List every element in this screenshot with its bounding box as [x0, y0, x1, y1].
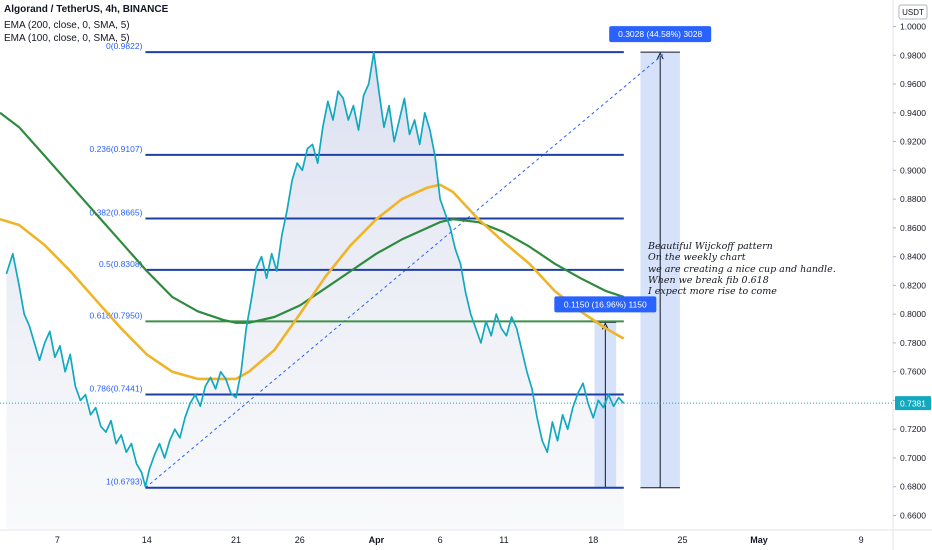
fib-level-label: 0.786(0.7441) — [89, 384, 142, 394]
fib-level-label: 0.618(0.7950) — [89, 310, 142, 320]
y-tick-label: 0.7200 — [900, 424, 926, 434]
y-tick-label: 0.8400 — [900, 252, 926, 262]
y-tick-label: 0.9400 — [900, 108, 926, 118]
x-tick-label: 14 — [142, 535, 152, 545]
measure-badge-2 — [609, 26, 712, 43]
ema-100-line — [0, 183, 625, 381]
y-tick-label: 0.6800 — [900, 482, 926, 492]
y-tick-label: 0.8200 — [900, 280, 926, 290]
last-price-tag — [895, 396, 931, 411]
annotation-line: When we break fib 0.618 — [648, 274, 769, 286]
x-tick-label: May — [750, 535, 768, 545]
fib-level-label: 0.236(0.9107) — [89, 144, 142, 154]
fib-trend-line — [145, 51, 667, 489]
annotation-line: I expect more rise to come — [648, 286, 777, 298]
x-tick-label: 9 — [859, 535, 864, 545]
x-tick-label: 7 — [55, 535, 60, 545]
y-tick-label: 0.7800 — [900, 338, 926, 348]
annotation-line: we are creating a nice cup and handle. — [648, 263, 836, 275]
fib-level-label: 1(0.6793) — [106, 477, 143, 487]
fib-level-label: 0.5(0.8308) — [99, 259, 143, 269]
x-tick-label: 11 — [499, 535, 508, 545]
y-tick-label: 0.9800 — [900, 50, 926, 60]
y-tick-label: 0.9000 — [900, 165, 926, 175]
ema-100-legend[interactable]: EMA (100, close, 0, SMA, 5) — [4, 33, 130, 44]
x-tick-label: 25 — [677, 535, 687, 545]
measure-badge-1 — [554, 296, 657, 313]
y-tick-label: 0.6600 — [900, 511, 926, 521]
y-tick-label: 0.7600 — [900, 367, 926, 377]
y-tick-label: 0.9200 — [900, 137, 926, 147]
x-tick-label: Apr — [369, 535, 385, 545]
annotation-note[interactable]: Beautiful Wijckoff pattern On the weekly… — [648, 241, 848, 297]
ema-200-legend[interactable]: EMA (200, close, 0, SMA, 5) — [4, 20, 130, 31]
annotation-line: Beautiful Wijckoff pattern — [648, 241, 773, 252]
last-price-value: 0.7381 — [900, 399, 926, 409]
x-tick-label: 26 — [295, 535, 305, 545]
measure-badge-label-1: 0.1150 (16.96%) 1150 — [564, 299, 647, 309]
annotation-line: On the weekly chart — [648, 252, 746, 264]
x-tick-label: 6 — [438, 535, 443, 545]
measure-arrow-head-2 — [656, 51, 664, 60]
y-tick-label: 0.8000 — [900, 309, 926, 319]
x-tick-label: 18 — [588, 535, 598, 545]
currency-badge — [898, 4, 928, 20]
fib-level-label: 0.382(0.8665) — [89, 208, 142, 218]
symbol-title[interactable]: Algorand / TetherUS, 4h, BINANCE — [4, 4, 169, 15]
close-price-line — [5, 51, 625, 488]
y-tick-label: 0.8600 — [900, 223, 926, 233]
y-tick-label: 0.9600 — [900, 79, 926, 89]
measure-badge-label-2: 0.3028 (44.58%) 3028 — [618, 29, 702, 39]
y-tick-label: 0.7000 — [900, 453, 926, 463]
y-tick-label: 0.8800 — [900, 194, 926, 204]
y-tick-label: 1.0000 — [900, 22, 926, 32]
x-tick-label: 21 — [231, 535, 241, 545]
currency-label: USDT — [902, 8, 924, 17]
fib-level-label: 0(0.9822) — [106, 41, 143, 51]
